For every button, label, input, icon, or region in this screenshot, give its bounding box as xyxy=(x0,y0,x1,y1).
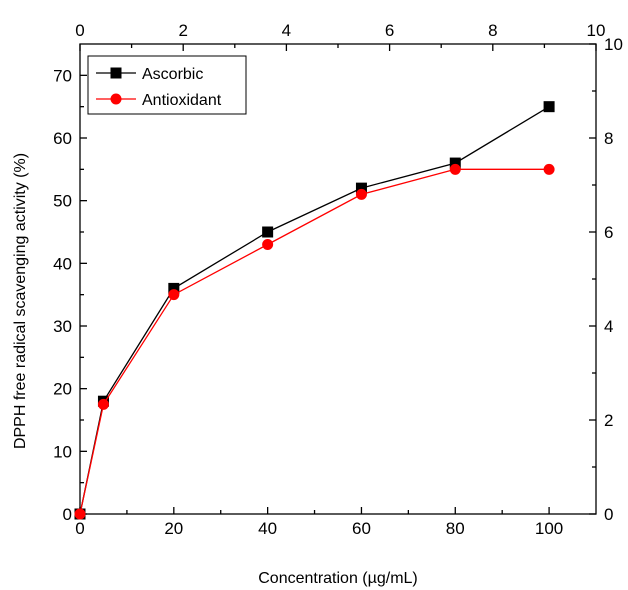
series-line-ascorbic xyxy=(79,106,550,515)
right-tick-label: 4 xyxy=(604,317,613,336)
data-point-antioxidant xyxy=(168,289,180,301)
x-tick-label: 80 xyxy=(446,519,465,538)
data-point-antioxidant xyxy=(262,239,274,251)
y-tick-label: 60 xyxy=(53,129,72,148)
y-tick-label: 20 xyxy=(53,380,72,399)
bottom-axis: 0 20 40 60 80 100 xyxy=(75,507,563,538)
top-tick-label: 2 xyxy=(178,21,187,40)
top-tick-label: 4 xyxy=(282,21,291,40)
top-tick-label: 0 xyxy=(75,21,84,40)
top-axis: 0 2 4 6 8 10 xyxy=(75,21,605,51)
right-tick-label: 0 xyxy=(604,505,613,524)
data-point-ascorbic xyxy=(355,182,367,194)
x-tick-label: 0 xyxy=(75,519,84,538)
top-tick-label: 10 xyxy=(587,21,606,40)
data-point-antioxidant xyxy=(355,188,367,200)
data-point-antioxidant xyxy=(74,508,86,520)
x-axis-title: Concentration (µg/mL) xyxy=(258,570,418,587)
legend-marker xyxy=(110,67,122,79)
data-point-ascorbic xyxy=(543,101,555,113)
data-point-ascorbic xyxy=(262,226,274,238)
data-point-ascorbic xyxy=(449,157,461,169)
series-layer xyxy=(74,101,555,520)
right-tick-label: 2 xyxy=(604,411,613,430)
x-tick-label: 40 xyxy=(258,519,277,538)
right-tick-label: 8 xyxy=(604,129,613,148)
right-tick-label: 6 xyxy=(604,223,613,242)
x-tick-label: 60 xyxy=(352,519,371,538)
x-tick-label: 100 xyxy=(535,519,563,538)
legend-box xyxy=(87,55,247,115)
data-point-antioxidant xyxy=(543,163,555,175)
data-point-antioxidant xyxy=(449,163,461,175)
y-tick-label: 30 xyxy=(53,317,72,336)
y-tick-label: 10 xyxy=(53,442,72,461)
legend-label: Antioxidant xyxy=(142,92,222,109)
data-point-ascorbic xyxy=(168,282,180,294)
left-axis: 0 10 20 30 40 50 60 70 xyxy=(53,66,87,524)
legend-marker xyxy=(110,93,122,105)
top-tick-label: 8 xyxy=(488,21,497,40)
series-line-antioxidant xyxy=(79,168,550,515)
legend-label: Ascorbic xyxy=(142,66,203,83)
y-tick-label: 50 xyxy=(53,192,72,211)
y-axis-title: DPPH free radical scavenging activity (%… xyxy=(12,153,29,449)
right-tick-label: 10 xyxy=(604,35,623,54)
y-tick-label: 0 xyxy=(63,505,72,524)
top-tick-label: 6 xyxy=(385,21,394,40)
legend: Ascorbic Antioxidant xyxy=(87,55,247,115)
x-tick-label: 20 xyxy=(164,519,183,538)
right-axis: 0 2 4 6 8 10 xyxy=(589,35,623,524)
y-tick-label: 40 xyxy=(53,254,72,273)
data-point-antioxidant xyxy=(97,398,109,410)
y-tick-label: 70 xyxy=(53,66,72,85)
